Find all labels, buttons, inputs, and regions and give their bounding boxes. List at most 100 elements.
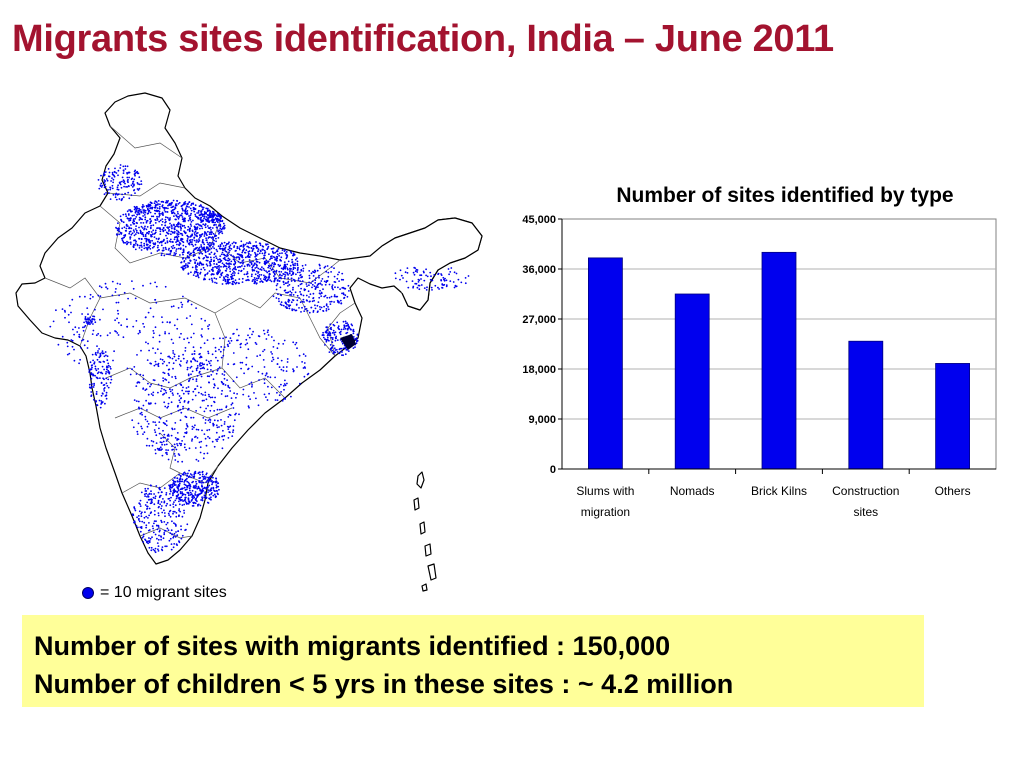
migrant-site-dot [165, 452, 167, 454]
migrant-site-dot [337, 273, 339, 276]
migrant-site-dot [207, 393, 210, 396]
migrant-site-dot [134, 233, 137, 236]
migrant-site-dot [199, 218, 202, 221]
migrant-site-dot [215, 237, 217, 240]
migrant-site-dot [171, 212, 174, 214]
migrant-site-dot [145, 240, 148, 243]
migrant-site-dot [208, 278, 211, 281]
migrant-site-dot [141, 536, 144, 539]
migrant-site-dot [229, 270, 232, 273]
migrant-site-dot [286, 361, 289, 363]
migrant-site-dot [201, 399, 204, 402]
migrant-site-dot [205, 233, 208, 235]
migrant-site-dot [153, 493, 156, 495]
migrant-site-dot [124, 168, 127, 170]
migrant-site-dot [318, 264, 321, 267]
migrant-site-dot [201, 499, 204, 502]
migrant-site-dot [266, 399, 269, 401]
migrant-site-dot [154, 222, 157, 224]
migrant-site-dot [84, 324, 87, 327]
migrant-site-dot [169, 490, 172, 493]
migrant-site-dot [162, 247, 165, 249]
migrant-site-dot [156, 537, 158, 540]
migrant-site-dot [254, 255, 257, 258]
migrant-site-dot [236, 247, 239, 250]
migrant-site-dot [326, 331, 328, 334]
migrant-site-dot [194, 204, 197, 207]
migrant-site-dot [280, 301, 283, 304]
migrant-site-dot [163, 512, 166, 514]
migrant-site-dot [222, 253, 225, 256]
migrant-site-dot [179, 510, 182, 513]
migrant-site-dot [417, 278, 420, 281]
migrant-site-dot [209, 210, 212, 213]
migrant-site-dot [191, 370, 194, 373]
migrant-site-dot [136, 526, 139, 529]
migrant-site-dot [226, 259, 229, 262]
migrant-site-dot [166, 321, 169, 323]
migrant-site-dot [205, 497, 208, 500]
migrant-site-dot [197, 212, 200, 214]
migrant-site-dot [145, 204, 148, 207]
migrant-site-dot [207, 220, 210, 223]
migrant-site-dot [286, 291, 289, 294]
migrant-site-dot [84, 316, 87, 318]
migrant-site-dot [437, 272, 440, 275]
migrant-site-dot [200, 482, 203, 484]
migrant-site-dot [131, 368, 133, 371]
migrant-site-dot [216, 485, 218, 488]
migrant-site-dot [139, 412, 142, 415]
migrant-site-dot [425, 268, 427, 271]
migrant-site-dot [142, 235, 145, 238]
migrant-site-dot [236, 245, 239, 248]
migrant-site-dot [293, 253, 296, 256]
migrant-site-dot [106, 368, 108, 371]
migrant-site-dot [283, 339, 286, 342]
migrant-site-dot [416, 286, 419, 289]
migrant-site-dot [195, 223, 198, 226]
migrant-site-dot [284, 397, 286, 400]
migrant-site-dot [155, 285, 158, 288]
migrant-site-dot [153, 429, 156, 431]
migrant-site-dot [206, 241, 209, 244]
migrant-site-dot [282, 369, 285, 372]
migrant-site-dot [225, 268, 228, 270]
migrant-site-dot [142, 404, 145, 407]
migrant-site-dot [299, 271, 301, 274]
migrant-site-dot [207, 485, 209, 488]
migrant-site-dot [214, 396, 217, 399]
migrant-site-dot [105, 286, 107, 289]
migrant-site-dot [317, 301, 320, 303]
migrant-site-dot [203, 476, 205, 479]
migrant-site-dot [194, 254, 196, 256]
migrant-site-dot [277, 263, 280, 266]
migrant-site-dot [138, 510, 141, 513]
migrant-site-dot [336, 351, 339, 353]
migrant-site-dot [134, 521, 136, 524]
migrant-site-dot [248, 246, 250, 249]
migrant-site-dot [165, 420, 168, 422]
migrant-site-dot [202, 241, 205, 244]
migrant-site-dot [157, 491, 160, 494]
migrant-site-dot [280, 383, 282, 386]
migrant-site-dot [324, 331, 327, 334]
migrant-site-dot [218, 436, 221, 439]
migrant-site-dot [178, 201, 181, 204]
migrant-site-dot [241, 256, 244, 259]
migrant-site-dot [159, 230, 162, 233]
migrant-site-dot [337, 327, 340, 330]
migrant-site-dot [134, 297, 137, 300]
migrant-site-dot [199, 504, 202, 507]
migrant-site-dot [212, 486, 215, 489]
migrant-site-dot [158, 212, 161, 215]
migrant-site-dot [182, 209, 184, 212]
migrant-site-dot [212, 269, 214, 272]
migrant-site-dot [155, 424, 157, 426]
migrant-site-dot [232, 363, 235, 366]
migrant-site-dot [208, 362, 211, 365]
migrant-site-dot [171, 445, 173, 448]
migrant-site-dot [178, 363, 181, 366]
migrant-site-dot [301, 275, 303, 278]
migrant-site-dot [206, 210, 209, 213]
migrant-site-dot [134, 242, 137, 245]
